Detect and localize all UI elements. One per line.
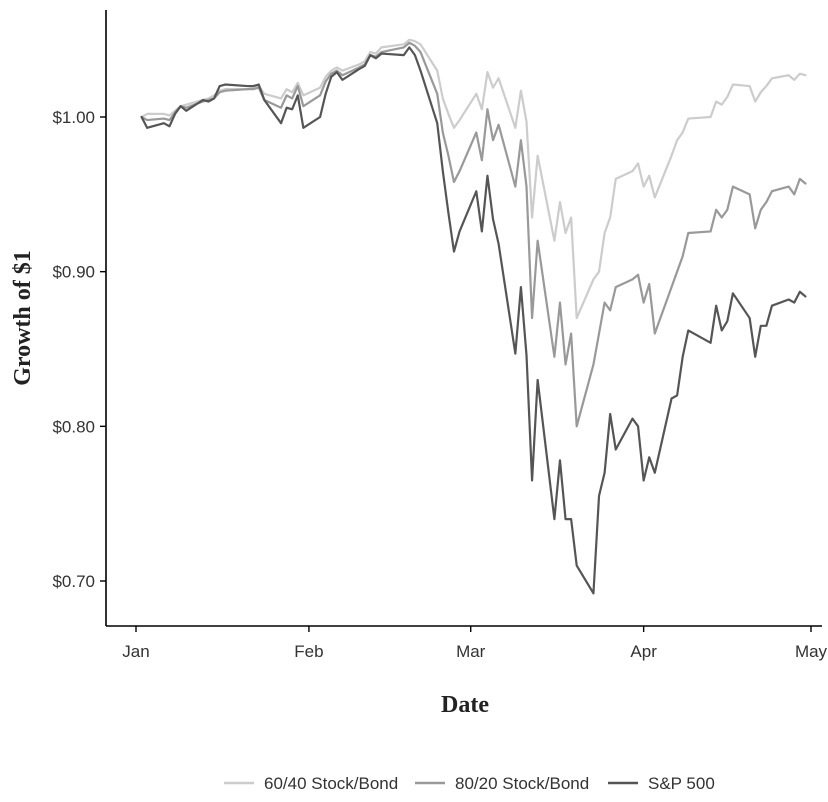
legend-label-1: 80/20 Stock/Bond <box>455 774 589 793</box>
series-line-0 <box>140 38 807 320</box>
y-axis-ticks: $0.70 $0.80 $0.90 $1.00 <box>52 108 106 591</box>
y-tick-label: $1.00 <box>52 108 95 127</box>
x-axis-ticks: Jan Feb Mar Apr May <box>122 626 828 661</box>
y-tick-label: $0.90 <box>52 263 95 282</box>
x-tick-label: Jan <box>122 642 149 661</box>
series-line-1 <box>140 41 807 428</box>
y-tick-label: $0.80 <box>52 417 95 436</box>
series-line-2 <box>140 46 807 595</box>
x-tick-label: Feb <box>294 642 323 661</box>
legend-label-2: S&P 500 <box>648 774 715 793</box>
x-axis-title: Date <box>441 692 489 718</box>
x-tick-label: Mar <box>456 642 486 661</box>
x-tick-label: Apr <box>630 642 657 661</box>
legend-label-0: 60/40 Stock/Bond <box>264 774 398 793</box>
y-axis-title: Growth of $1 <box>10 250 36 386</box>
y-tick-label: $0.70 <box>52 572 95 591</box>
x-tick-label: May <box>795 642 828 661</box>
series-lines <box>140 38 807 595</box>
legend: 60/40 Stock/Bond 80/20 Stock/Bond S&P 500 <box>224 774 715 793</box>
